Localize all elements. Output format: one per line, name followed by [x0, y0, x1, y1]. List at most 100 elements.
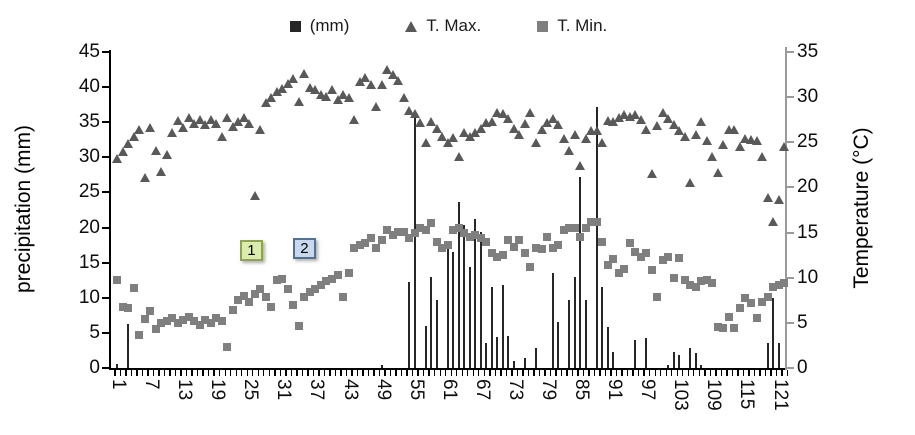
x-axis-minor-tick — [489, 370, 491, 376]
left-axis-tick-label: 10 — [78, 286, 100, 308]
tmin-point — [515, 235, 524, 244]
x-axis-minor-tick — [665, 370, 667, 376]
right-axis-tick — [787, 231, 794, 234]
x-axis-minor-tick — [637, 370, 640, 376]
tmax-point — [646, 168, 657, 178]
x-axis-minor-tick — [130, 370, 133, 376]
x-axis-minor-tick — [450, 370, 452, 376]
x-axis-minor-tick — [626, 370, 629, 376]
x-axis-minor-tick — [610, 370, 612, 376]
tmax-point — [398, 93, 409, 103]
x-axis-minor-tick — [781, 370, 783, 376]
x-axis-minor-tick — [621, 370, 623, 376]
x-axis-minor-tick — [224, 370, 226, 376]
x-axis-minor-tick — [698, 370, 700, 376]
precipitation-bar — [479, 232, 482, 368]
x-axis-minor-tick — [445, 370, 447, 376]
tmin-point — [245, 298, 254, 307]
tmin-point — [294, 322, 303, 331]
left-axis-title: precipitation (mm) — [12, 124, 35, 294]
tmax-point — [315, 90, 326, 100]
x-axis-minor-tick — [329, 370, 331, 376]
x-axis-minor-tick — [323, 370, 326, 376]
tmax-point — [332, 94, 343, 104]
x-axis-minor-tick — [180, 370, 182, 376]
tmax-point — [277, 84, 288, 93]
tmin-point — [151, 325, 160, 334]
x-axis-minor-tick — [395, 370, 397, 376]
tmin-point — [658, 255, 667, 264]
left-axis-tick — [102, 156, 109, 159]
x-axis-minor-tick — [301, 370, 304, 376]
x-axis-minor-tick — [290, 370, 293, 376]
tmin-point — [427, 218, 436, 227]
x-axis-minor-tick — [709, 370, 712, 376]
precipitation-bar — [127, 323, 130, 368]
tmax-point — [740, 133, 751, 143]
tmax-point — [249, 191, 260, 201]
tmin-point — [713, 323, 722, 332]
tmax-point — [597, 138, 608, 148]
x-axis-minor-tick — [191, 370, 193, 376]
tmax-point — [194, 114, 205, 124]
x-axis-minor-tick — [147, 370, 149, 376]
tmax-point — [442, 138, 453, 148]
tmax-point — [327, 84, 337, 94]
left-axis-tick — [102, 51, 109, 53]
precipitation-bar — [408, 281, 411, 368]
right-axis-tick-label: 10 — [797, 266, 819, 288]
tmax-point — [652, 121, 663, 131]
tmin-point — [780, 279, 789, 288]
tmin-point — [758, 298, 767, 307]
tmax-point — [211, 119, 222, 129]
x-axis-minor-tick — [285, 370, 287, 376]
tmin-point — [399, 227, 408, 236]
tmin-point — [267, 302, 276, 311]
left-axis-tick — [102, 296, 109, 299]
left-axis-tick — [102, 331, 109, 334]
tmin-point — [531, 243, 540, 252]
right-axis-tick — [787, 276, 794, 279]
tmax-point — [558, 133, 569, 143]
tmin-point — [190, 317, 199, 326]
x-axis-minor-tick — [737, 370, 739, 376]
precipitation-bar — [700, 365, 703, 368]
legend-label-mm: (mm) — [309, 16, 350, 35]
left-axis-tick-label: 45 — [78, 41, 100, 62]
x-axis-minor-tick — [345, 370, 348, 376]
tmax-point — [426, 117, 437, 127]
tmin-point — [416, 224, 425, 233]
left-axis-tick — [102, 86, 109, 89]
x-axis-minor-tick — [511, 370, 513, 376]
x-axis-minor-tick — [615, 370, 618, 376]
x-axis-minor-tick — [522, 370, 524, 376]
tmax-point — [415, 118, 426, 128]
tmin-point — [333, 271, 342, 279]
right-axis-tick-label: 35 — [797, 40, 819, 62]
right-axis-tick-label: 25 — [797, 131, 819, 153]
tmin-point — [228, 306, 237, 315]
tmin-point — [609, 254, 618, 263]
tmax-point — [503, 113, 514, 123]
tmin-point — [603, 261, 612, 270]
x-axis-minor-tick — [433, 370, 436, 376]
tmin-point — [465, 233, 474, 242]
tmin-point — [372, 243, 381, 252]
x-axis-minor-tick — [759, 370, 761, 376]
tmin-point — [724, 312, 733, 321]
x-axis-minor-tick — [207, 370, 210, 376]
tmin-point — [184, 313, 193, 322]
x-axis-tick-label: 1 — [108, 379, 129, 390]
precipitation-bar — [452, 252, 455, 368]
tmax-point — [310, 84, 321, 94]
tmax-point — [630, 110, 641, 120]
x-axis-minor-tick — [715, 370, 717, 376]
x-axis-tick-label: 31 — [273, 379, 295, 401]
tmin-point — [493, 252, 502, 261]
tmin-point — [653, 292, 662, 301]
tmin-point — [449, 225, 458, 234]
x-axis-tick-label: 109 — [703, 379, 725, 411]
left-axis-tick-label: 40 — [78, 76, 100, 98]
x-axis-tick-label: 49 — [372, 379, 394, 401]
x-axis-minor-tick — [505, 370, 508, 376]
